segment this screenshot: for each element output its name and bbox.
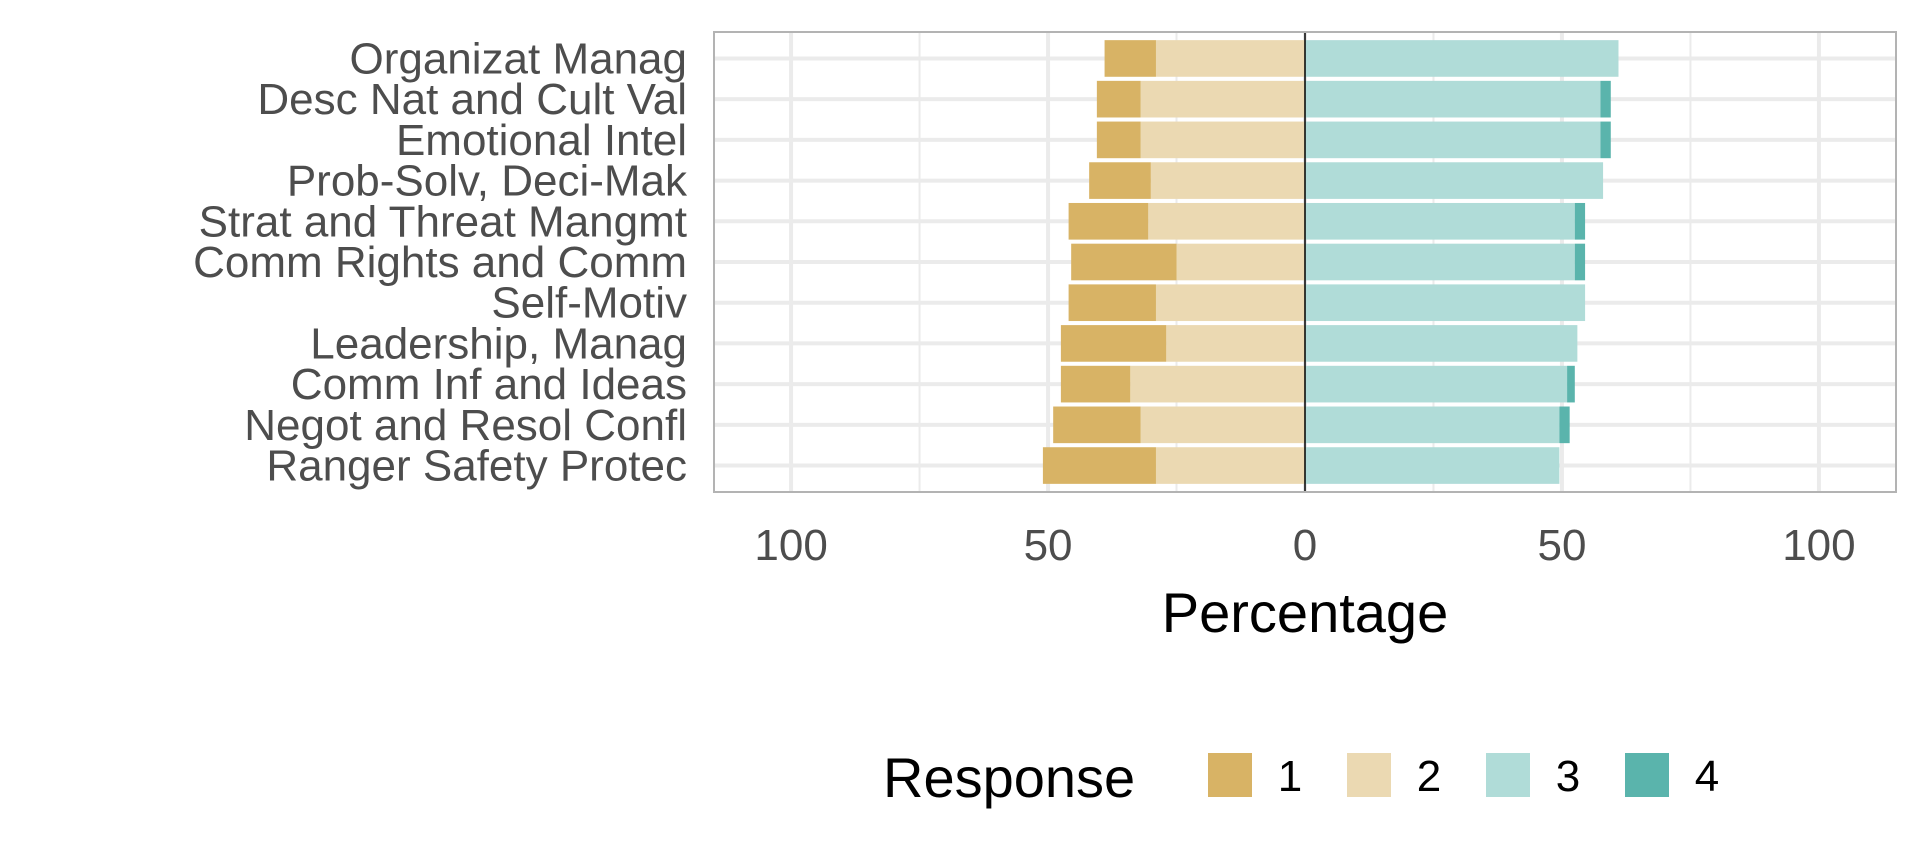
legend-label: 2 [1417,752,1441,801]
category-label: Strat and Threat Mangmt [199,197,687,246]
category-label: Leadership, Manag [310,319,687,368]
bar-segment-response-2 [1140,406,1305,444]
bar-segment-response-2 [1130,365,1305,403]
category-label: Self-Motiv [491,279,687,328]
x-tick-label: 100 [1782,521,1855,570]
bar-segment-response-1 [1042,447,1156,484]
legend-key-4 [1625,753,1669,797]
category-label: Negot and Resol Confl [244,401,687,450]
bar-segment-response-1 [1071,243,1177,281]
x-tick-label: 50 [1024,521,1073,570]
bar-segment-response-3 [1305,325,1578,362]
bar-segment-response-3 [1305,121,1601,159]
bar-segment-response-4 [1559,406,1570,444]
legend-key-3 [1486,753,1530,797]
category-label: Comm Rights and Comm [193,238,687,287]
bar-segment-response-3 [1305,406,1560,444]
bar-segment-response-3 [1305,80,1601,118]
bar-segment-response-3 [1305,447,1560,484]
bar-segment-response-1 [1060,325,1167,362]
category-label: Desc Nat and Cult Val [257,75,687,124]
legend-title: Response [883,746,1135,809]
bar-segment-response-4 [1574,243,1586,281]
bar-segment-response-2 [1166,325,1305,362]
bar-segment-response-3 [1305,243,1575,281]
bar-segment-response-4 [1574,202,1586,240]
bar-segment-response-2 [1140,80,1305,118]
category-label: Prob-Solv, Deci-Mak [287,157,688,206]
bar-segment-response-1 [1096,121,1141,159]
category-label: Ranger Safety Protec [266,442,687,491]
x-tick-label: 0 [1293,521,1317,570]
bar-segment-response-1 [1089,162,1151,199]
legend-label: 4 [1695,752,1719,801]
bar-segment-response-4 [1600,121,1611,159]
legend-label: 1 [1278,752,1302,801]
plot-border [713,31,1897,493]
x-axis-title: Percentage [1162,581,1448,644]
bar-segment-response-1 [1053,406,1141,444]
bar-segment-response-4 [1567,365,1575,403]
bar-segment-response-2 [1155,284,1305,322]
bar-segment-response-1 [1096,80,1141,118]
bar-segment-response-4 [1600,80,1611,118]
bar-segment-response-2 [1150,162,1305,199]
bar-segment-response-3 [1305,40,1619,77]
category-label: Emotional Intel [396,116,687,165]
bar-segment-response-1 [1068,202,1149,240]
bar-segment-response-2 [1155,40,1305,77]
bar-segment-response-1 [1060,365,1131,403]
bar-segment-response-2 [1176,243,1305,281]
x-tick-label: 100 [754,521,827,570]
category-label: Comm Inf and Ideas [291,360,687,409]
legend-label: 3 [1556,752,1580,801]
bar-segment-response-3 [1305,202,1575,240]
bar-segment-response-3 [1305,162,1604,199]
legend-key-1 [1208,753,1252,797]
bar-segment-response-1 [1068,284,1156,322]
bar-segment-response-3 [1305,284,1586,322]
bar-segment-response-3 [1305,365,1568,403]
bar-segment-response-2 [1148,202,1305,240]
bar-segment-response-1 [1104,40,1156,77]
category-label: Organizat Manag [349,34,687,83]
x-tick-label: 50 [1537,521,1586,570]
x-tick-labels: 100 50 0 50 100 [754,521,1855,570]
legend-key-2 [1347,753,1391,797]
legend: Response 1 2 3 4 [883,746,1719,809]
bar-segment-response-2 [1155,447,1305,484]
bar-segment-response-2 [1140,121,1305,159]
bars [1042,40,1619,484]
